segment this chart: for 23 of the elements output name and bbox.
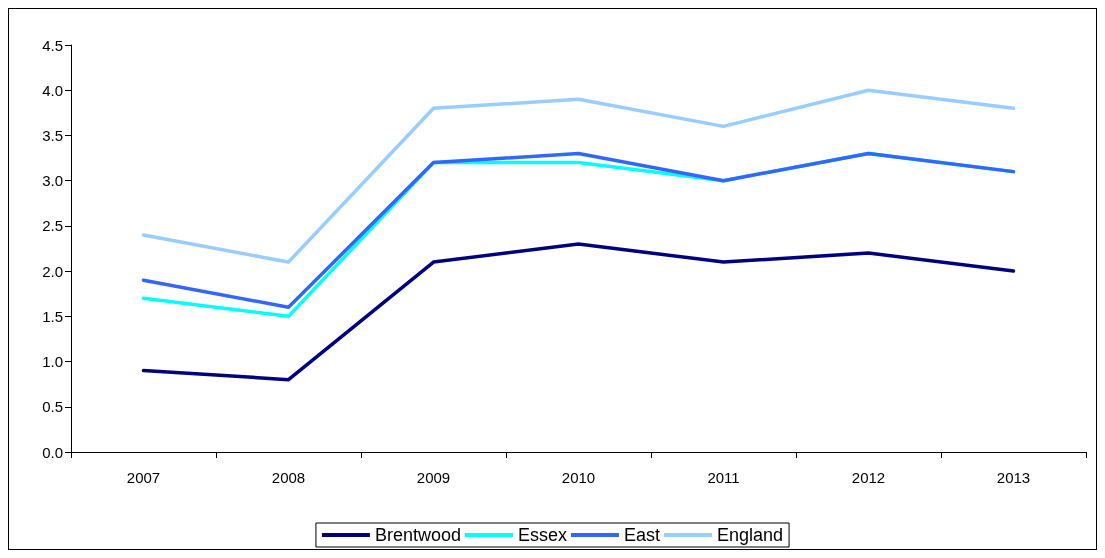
line-series (141, 88, 1016, 264)
y-tick-label: 0.0 (42, 443, 63, 461)
y-tick-label: 4.0 (42, 81, 63, 99)
x-tick-label: 2008 (271, 469, 306, 486)
legend-label: East (624, 525, 661, 545)
y-tick-label: 4.5 (42, 36, 63, 54)
x-tick-label: 2007 (126, 469, 161, 486)
y-tick-label: 0.5 (42, 398, 63, 416)
y-tick-label: 3.0 (42, 172, 63, 190)
x-tick-label: 2009 (416, 469, 451, 486)
y-tick-label: 2.5 (42, 217, 63, 235)
line-series (141, 242, 1016, 382)
legend-label: Essex (517, 525, 568, 545)
legend-label: England (717, 525, 784, 545)
x-tick-label: 2013 (996, 469, 1031, 486)
x-tick-label: 2010 (561, 469, 596, 486)
x-tick-label: 2012 (851, 469, 886, 486)
x-tick-label: 2011 (707, 469, 740, 486)
y-tick-label: 1.0 (42, 353, 63, 371)
legend-label: Brentwood (374, 525, 461, 545)
y-tick-label: 1.5 (42, 307, 63, 325)
y-tick-label: 3.5 (42, 126, 63, 144)
y-tick-label: 2.0 (42, 262, 63, 280)
